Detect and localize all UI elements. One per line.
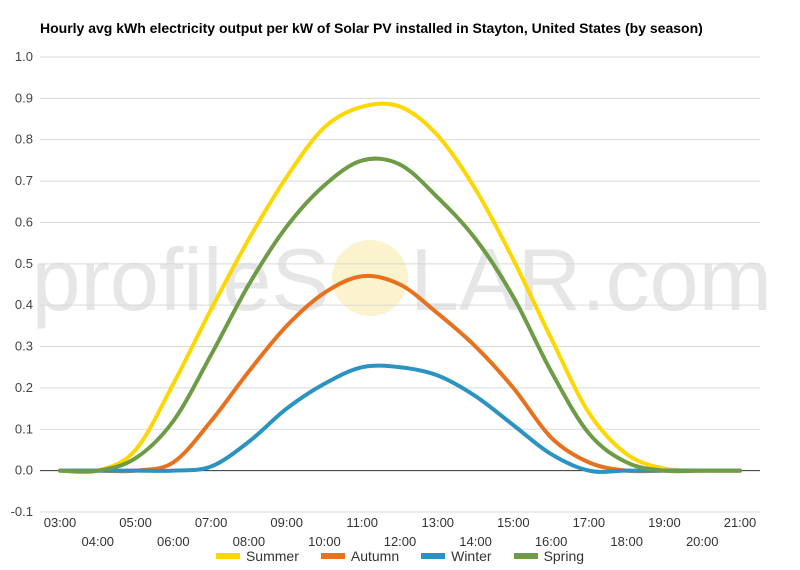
legend-item-summer[interactable]: Summer xyxy=(215,548,299,564)
y-tick-label: 0.2 xyxy=(15,380,33,395)
legend-item-winter[interactable]: Winter xyxy=(421,548,492,564)
gridlines xyxy=(40,56,760,513)
y-tick-label: 0.3 xyxy=(15,339,33,354)
y-tick-label: 0.8 xyxy=(15,132,33,147)
x-tick-label: 15:00 xyxy=(497,515,530,530)
series-line-summer xyxy=(58,101,742,475)
chart-title: Hourly avg kWh electricity output per kW… xyxy=(40,20,703,36)
legend-label-spring: Spring xyxy=(543,548,585,564)
x-tick-label: 21:00 xyxy=(724,515,757,530)
x-tick-label: 17:00 xyxy=(573,515,606,530)
watermark-text-left: profileS xyxy=(32,230,330,329)
x-tick-label: 07:00 xyxy=(195,515,228,530)
x-axis: 03:00 04:00 05:00 06:00 07:00 08:00 09:00 10:00… xyxy=(44,515,757,549)
x-tick-label: 04:00 xyxy=(82,534,115,549)
legend-label-summer: Summer xyxy=(245,548,299,564)
x-tick-label: 03:00 xyxy=(44,515,77,530)
legend-swatch-winter xyxy=(421,553,446,559)
legend: Summer Autumn Winter Spring xyxy=(0,548,800,564)
x-tick-label: 11:00 xyxy=(346,515,378,530)
x-tick-label: 13:00 xyxy=(422,515,455,530)
legend-item-autumn[interactable]: Autumn xyxy=(320,548,400,564)
x-tick-label: 19:00 xyxy=(648,515,681,530)
y-tick-label: 0.4 xyxy=(15,297,33,312)
legend-swatch-spring xyxy=(513,553,538,559)
series-lines xyxy=(58,101,742,475)
legend-label-autumn: Autumn xyxy=(350,548,400,564)
y-tick-label: -0.1 xyxy=(11,504,33,519)
series-line-spring xyxy=(58,156,742,474)
watermark-sun-icon xyxy=(332,240,408,316)
y-axis: -0.1 0.0 0.1 0.2 0.3 0.4 0.5 0.6 0.7 0.8 0.9 1.0 xyxy=(11,49,33,519)
x-tick-label: 18:00 xyxy=(610,534,643,549)
y-tick-label: 0.7 xyxy=(15,173,33,188)
y-tick-label: 0.0 xyxy=(15,463,33,478)
legend-item-spring[interactable]: Spring xyxy=(513,548,585,564)
x-tick-label: 06:00 xyxy=(157,534,190,549)
series-line-winter xyxy=(58,363,742,474)
x-tick-label: 05:00 xyxy=(119,515,152,530)
y-tick-label: 0.5 xyxy=(15,256,33,271)
y-tick-label: 1.0 xyxy=(15,49,33,64)
x-tick-label: 09:00 xyxy=(270,515,303,530)
y-tick-label: 0.6 xyxy=(15,214,33,229)
x-tick-label: 12:00 xyxy=(384,534,417,549)
x-tick-label: 16:00 xyxy=(535,534,568,549)
y-tick-label: 0.9 xyxy=(15,90,33,105)
legend-swatch-autumn xyxy=(320,553,345,559)
legend-swatch-summer xyxy=(215,553,240,559)
y-tick-label: 0.1 xyxy=(15,421,33,436)
x-tick-label: 10:00 xyxy=(308,534,341,549)
x-tick-label: 20:00 xyxy=(686,534,719,549)
legend-label-winter: Winter xyxy=(451,548,492,564)
watermark-text-right: LAR.com xyxy=(410,230,772,329)
x-tick-label: 08:00 xyxy=(233,534,266,549)
watermark: profileS LAR.com xyxy=(32,230,772,329)
x-tick-label: 14:00 xyxy=(459,534,492,549)
